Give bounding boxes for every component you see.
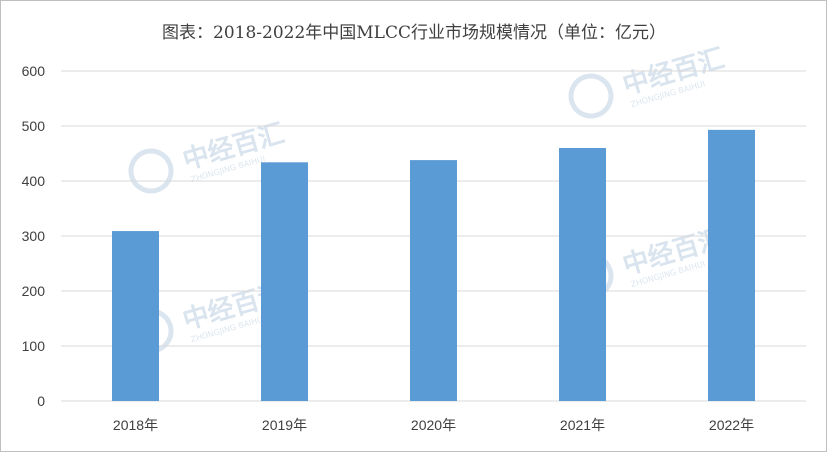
x-axis-ticks: 2018年 2019年 2020年 2021年 2022年 xyxy=(113,417,754,433)
watermark-logo-icon xyxy=(568,73,614,119)
y-tick-label: 400 xyxy=(22,173,46,189)
y-tick-label: 300 xyxy=(22,228,46,244)
y-axis-ticks: 0 100 200 300 400 500 600 xyxy=(22,63,46,409)
y-tick-label: 600 xyxy=(22,63,46,79)
y-tick-label: 100 xyxy=(22,338,46,354)
bars xyxy=(112,129,755,401)
chart-title: 图表：2018-2022年中国MLCC行业市场规模情况（单位：亿元） xyxy=(162,23,666,43)
bar xyxy=(559,148,606,401)
x-tick-label: 2020年 xyxy=(411,417,456,433)
x-tick-label: 2018年 xyxy=(113,417,158,433)
bar xyxy=(112,231,159,401)
bar xyxy=(708,129,755,401)
x-tick-label: 2022年 xyxy=(709,417,754,433)
watermark-logo-icon xyxy=(128,148,174,194)
x-tick-label: 2021年 xyxy=(560,417,605,433)
y-tick-label: 200 xyxy=(22,283,46,299)
y-tick-label: 0 xyxy=(37,393,45,409)
y-tick-label: 500 xyxy=(22,118,46,134)
x-tick-label: 2019年 xyxy=(262,417,307,433)
bar xyxy=(261,162,308,401)
bar xyxy=(410,160,457,401)
